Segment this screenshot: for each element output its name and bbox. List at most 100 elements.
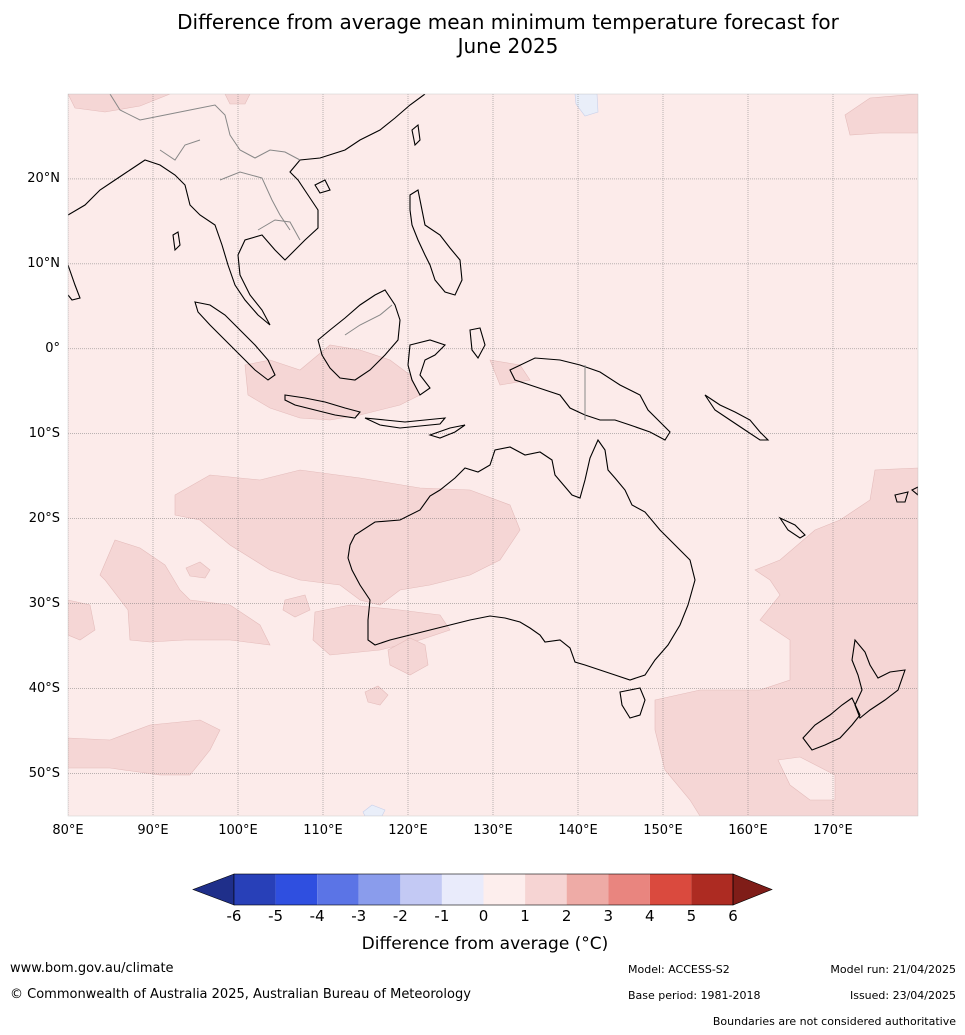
latitude-label: 0° [45,340,60,356]
india-coastline [68,264,81,301]
warm-region-west-edge [68,599,96,641]
copyright-text: © Commonwealth of Australia 2025, Austra… [10,987,471,1002]
warm-region-small-1 [185,561,211,579]
bom-url: www.bom.gov.au/climate [10,961,174,976]
model-run-date: Model run: 21/04/2025 [830,963,956,976]
warm-region-small-5 [364,685,389,706]
longitude-label: 140°E [558,823,598,838]
warm-region-pacific-southeast [654,467,918,816]
anomaly-regions [68,94,918,816]
new-zealand-south-coastline [802,697,861,751]
fiji-coastline [894,486,918,503]
longitude-label: 110°E [303,823,343,838]
mainland-asia-coastline [68,94,426,326]
latitude-label: 10°N [27,255,60,271]
border-line [219,171,291,231]
warm-region-small-3 [312,604,451,656]
cool-region-south [362,804,386,816]
java-coastline [284,394,361,419]
colorbar-swatch [234,874,276,905]
new-caledonia-coastline [778,516,806,539]
warm-region-north-asia-2 [224,94,251,105]
timor-coastline [428,424,466,439]
colorbar-extend-low [192,873,235,906]
colorbar-tick-label: 5 [686,907,697,925]
base-period: Base period: 1981-2018 [628,989,761,1002]
australia-coastline [347,438,696,681]
warm-region-indian-ocean [174,469,521,606]
warm-region-small-2 [282,594,311,618]
sumatra-coastline [194,301,276,381]
border-line [344,304,393,336]
cool-region-north [574,94,599,117]
colorbar-swatch [275,874,318,905]
sulawesi-coastline [407,339,447,396]
border-line [159,139,201,161]
solomon-islands-coastline [704,394,770,441]
colorbar-label: Difference from average (°C) [361,934,609,954]
colorbar-tick-label: 3 [603,907,614,925]
colorbar-tick-label: 2 [561,907,572,925]
title-line-2: June 2025 [457,34,559,58]
border-line [257,219,301,241]
border-line [109,94,301,161]
latitude-label: 10°S [28,425,60,441]
warm-region-southwest [68,719,221,776]
halmahera-coastline [469,327,486,360]
tasmania-coastline [619,687,646,719]
title-line-1: Difference from average mean minimum tem… [177,10,839,34]
colorbar-tick-label: -2 [392,907,408,925]
longitude-label: 90°E [137,823,169,838]
lesser-sunda-coastline [364,417,447,429]
map-frame [67,93,919,817]
sri-lanka-coastline [172,231,181,252]
warm-region-west [99,539,271,646]
latitude-label: 20°S [28,510,60,526]
longitude-label: 130°E [473,823,513,838]
new-zealand-north-coastline [851,638,906,719]
colorbar-swatch [649,874,692,905]
warm-region-banda [489,359,531,386]
coastlines [68,94,918,751]
country-borders [109,94,586,420]
colorbar-tick-label: 1 [520,907,530,925]
latitude-label: 50°S [28,765,60,781]
colorbar-tick-label: 4 [645,907,655,925]
colorbar-tick-label: -6 [226,907,242,925]
boundaries-disclaimer: Boundaries are not considered authoritat… [712,1015,956,1028]
latitude-label: 40°S [28,680,60,696]
longitude-label: 100°E [218,823,258,838]
colorbar-tick-label: 6 [728,907,738,925]
colorbar-swatch [525,874,567,905]
colorbar-extend-high [732,873,773,906]
colorbar-tick-label: -4 [309,907,325,925]
colorbar-tick-label: -3 [351,907,367,925]
colorbar-swatch [483,874,526,905]
colorbar-swatch [608,874,650,905]
map-title: Difference from average mean minimum tem… [0,10,965,58]
colorbar-tick-label: -5 [268,907,284,925]
latitude-label: 30°S [28,595,60,611]
longitude-label: 160°E [728,823,768,838]
longitude-label: 120°E [388,823,428,838]
colorbar-swatch [441,874,484,905]
colorbar-swatch [691,874,733,905]
philippines-coastline [409,189,463,296]
graticule [68,94,918,816]
latitude-label: 20°N [27,170,60,186]
colorbar-swatch [566,874,609,905]
longitude-label: 170°E [813,823,853,838]
colorbar-swatch [317,874,359,905]
colorbar-swatch [400,874,442,905]
issued-date: Issued: 23/04/2025 [849,989,956,1002]
colorbar-frame [233,873,734,906]
colorbar-tick-label: 0 [478,907,489,925]
colorbar-swatch [358,874,401,905]
colorbar-tick-label: -1 [434,907,450,925]
colorbar [192,873,773,906]
taiwan-coastline [411,123,421,147]
model-name: Model: ACCESS-S2 [628,963,730,976]
longitude-label: 80°E [52,823,84,838]
warm-region-north-pacific [844,94,918,136]
